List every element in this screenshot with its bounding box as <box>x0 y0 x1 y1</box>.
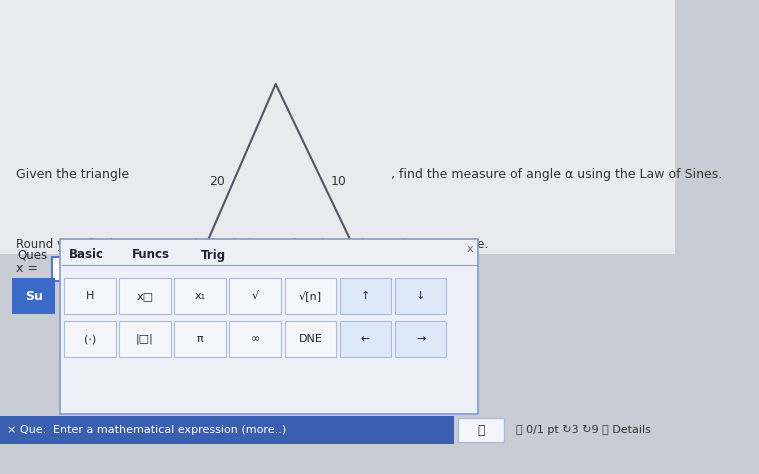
FancyBboxPatch shape <box>340 321 392 357</box>
Text: x =: x = <box>16 263 38 275</box>
FancyBboxPatch shape <box>229 321 281 357</box>
Text: Given the triangle: Given the triangle <box>16 167 129 181</box>
Text: × Que:: × Que: <box>7 425 46 435</box>
Text: ⓪: ⓪ <box>477 423 485 437</box>
Text: 20: 20 <box>209 175 225 188</box>
Text: x: x <box>194 286 202 300</box>
FancyBboxPatch shape <box>119 278 171 314</box>
FancyBboxPatch shape <box>395 278 446 314</box>
FancyBboxPatch shape <box>229 278 281 314</box>
FancyBboxPatch shape <box>285 321 336 357</box>
Text: √[n]: √[n] <box>299 291 322 301</box>
Text: (⋅): (⋅) <box>83 334 96 344</box>
Text: 72°: 72° <box>342 286 364 300</box>
Text: x□: x□ <box>137 291 153 301</box>
FancyBboxPatch shape <box>458 418 504 442</box>
FancyBboxPatch shape <box>52 257 291 281</box>
FancyBboxPatch shape <box>340 278 392 314</box>
FancyBboxPatch shape <box>119 321 171 357</box>
Text: Basic: Basic <box>69 248 105 262</box>
Text: Funcs: Funcs <box>131 248 169 262</box>
FancyBboxPatch shape <box>395 321 446 357</box>
Text: ↑: ↑ <box>361 291 370 301</box>
Text: x: x <box>466 244 473 254</box>
Text: x₁: x₁ <box>194 291 206 301</box>
Text: H: H <box>86 291 94 301</box>
Text: Enter a mathematical expression (more..): Enter a mathematical expression (more..) <box>53 425 287 435</box>
Text: |□|: |□| <box>136 334 154 344</box>
FancyBboxPatch shape <box>0 254 675 474</box>
Text: , find the measure of angle α using the Law of Sines.: , find the measure of angle α using the … <box>392 167 723 181</box>
Text: ←: ← <box>361 334 370 344</box>
FancyBboxPatch shape <box>175 321 226 357</box>
FancyBboxPatch shape <box>64 278 115 314</box>
FancyBboxPatch shape <box>0 0 675 254</box>
Text: Q: Q <box>289 304 298 314</box>
Text: Trig: Trig <box>201 248 226 262</box>
FancyBboxPatch shape <box>285 278 336 314</box>
Text: ∞: ∞ <box>250 334 260 344</box>
Text: π: π <box>197 334 203 344</box>
Text: Su: Su <box>25 290 43 302</box>
FancyBboxPatch shape <box>64 321 115 357</box>
Text: Round your final answer to 2 decimal places. The triangle is not drawn to scale.: Round your final answer to 2 decimal pla… <box>16 237 488 250</box>
Text: ⓸ 0/1 pt ↻3 ↻9 ⓘ Details: ⓸ 0/1 pt ↻3 ↻9 ⓘ Details <box>516 425 650 435</box>
FancyBboxPatch shape <box>61 239 478 414</box>
Text: √: √ <box>252 291 259 301</box>
Text: DNE: DNE <box>298 334 323 344</box>
Text: Ques: Ques <box>17 248 48 262</box>
Text: ↓: ↓ <box>416 291 425 301</box>
Text: |: | <box>169 261 175 277</box>
Text: 10: 10 <box>330 175 346 188</box>
FancyBboxPatch shape <box>175 278 226 314</box>
Text: →: → <box>416 334 425 344</box>
Text: degrees: degrees <box>301 263 351 275</box>
FancyBboxPatch shape <box>0 416 454 444</box>
FancyBboxPatch shape <box>12 278 55 314</box>
